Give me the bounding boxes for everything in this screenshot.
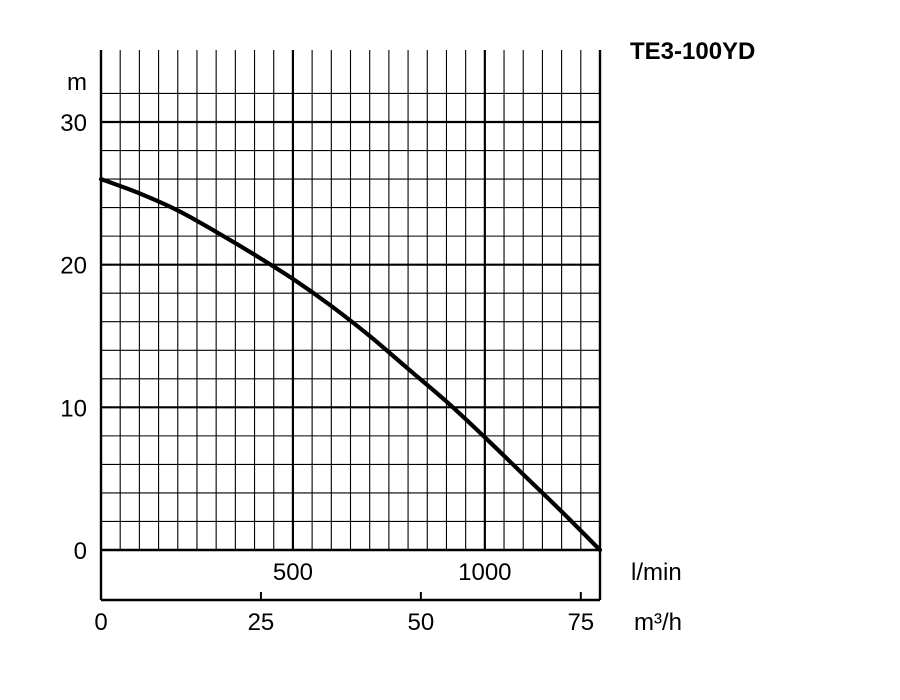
chart-title: TE3-100YD [630,38,755,65]
y-tick-label: 10 [60,395,87,422]
y-tick-label: 30 [60,110,87,137]
labels: 0 10 20 30 500 1000 0 25 50 75 [60,110,594,636]
performance-curve-line [98,177,603,553]
x-axis-unit-label-m3h: m³/h [634,609,682,636]
x-tick-label-lmin: 1000 [458,559,511,586]
axes [99,50,602,602]
grid [101,50,600,550]
x-tick-label-lmin: 500 [273,559,313,586]
x-tick-label-m3h: 75 [567,609,594,636]
x-tick-label-m3h: 25 [248,609,275,636]
y-axis-unit-label: m [67,69,87,96]
series-layer [98,177,603,553]
x-tick-label-m3h: 50 [408,609,435,636]
y-tick-label: 0 [74,538,87,565]
y-tick-label: 20 [60,253,87,280]
x-tick-label-m3h: 0 [94,609,107,636]
x-axis-unit-label-lmin: l/min [631,559,682,586]
